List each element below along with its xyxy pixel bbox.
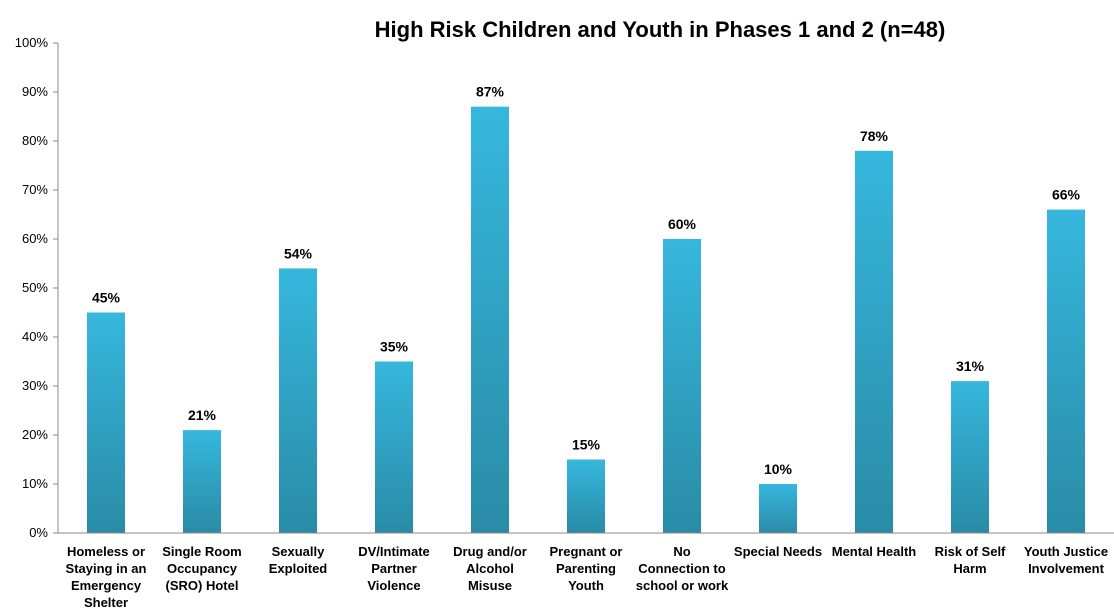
x-tick-label: Risk of Self Harm <box>935 544 1006 576</box>
chart-title: High Risk Children and Youth in Phases 1… <box>375 17 946 42</box>
y-tick-label: 60% <box>22 231 48 246</box>
bar <box>759 484 797 533</box>
x-tick-label: Homeless or Staying in an Emergency Shelter <box>66 544 147 610</box>
data-label: 54% <box>284 245 313 261</box>
y-tick-label: 100% <box>15 35 49 50</box>
x-tick-label: No Connection to school or work <box>636 544 729 593</box>
bar <box>567 459 605 533</box>
x-tick-label: Pregnant or Parenting Youth <box>550 544 623 593</box>
data-label: 21% <box>188 407 217 423</box>
data-label: 10% <box>764 461 793 477</box>
y-tick-label: 70% <box>22 182 48 197</box>
y-tick-label: 90% <box>22 84 48 99</box>
x-tick-label: Youth Justice Involvement <box>1024 544 1108 576</box>
x-tick-label: Special Needs <box>734 544 822 559</box>
x-tick-label: Mental Health <box>832 544 917 559</box>
x-tick-label: Single Room Occupancy (SRO) Hotel <box>162 544 241 593</box>
data-label: 15% <box>572 437 601 453</box>
data-label: 31% <box>956 358 985 374</box>
bar <box>183 430 221 533</box>
y-tick-label: 20% <box>22 427 48 442</box>
y-tick-label: 80% <box>22 133 48 148</box>
x-tick-label: DV/Intimate Partner Violence <box>358 544 430 593</box>
y-tick-label: 50% <box>22 280 48 295</box>
x-tick-label: Drug and/or Alcohol Misuse <box>453 544 527 593</box>
data-label: 66% <box>1052 187 1081 203</box>
data-label: 78% <box>860 128 889 144</box>
data-label: 60% <box>668 216 697 232</box>
bar <box>471 106 509 533</box>
y-axis: 0% 10% 20% 30% 40% 50% 60% 70% 80% 90% 100% <box>15 35 59 540</box>
bar <box>375 361 413 533</box>
data-labels: 45% 21% 54% 35% 87% 15% 60% 10% 78% 31% 66% <box>92 84 1081 477</box>
data-label: 45% <box>92 290 121 306</box>
y-tick-label: 0% <box>29 525 48 540</box>
data-label: 35% <box>380 339 409 355</box>
y-tick-label: 30% <box>22 378 48 393</box>
bar <box>279 268 317 533</box>
y-tick-label: 40% <box>22 329 48 344</box>
bar <box>855 150 893 534</box>
bar <box>663 239 701 533</box>
x-tick-label: Sexually Exploited <box>269 544 328 576</box>
bar <box>951 381 989 533</box>
x-axis: Homeless or Staying in an Emergency Shelter… <box>58 532 1114 610</box>
bar <box>1047 209 1085 533</box>
bar-series <box>87 106 1085 534</box>
bar <box>87 312 125 533</box>
y-tick-label: 10% <box>22 476 48 491</box>
data-label: 87% <box>476 84 505 100</box>
